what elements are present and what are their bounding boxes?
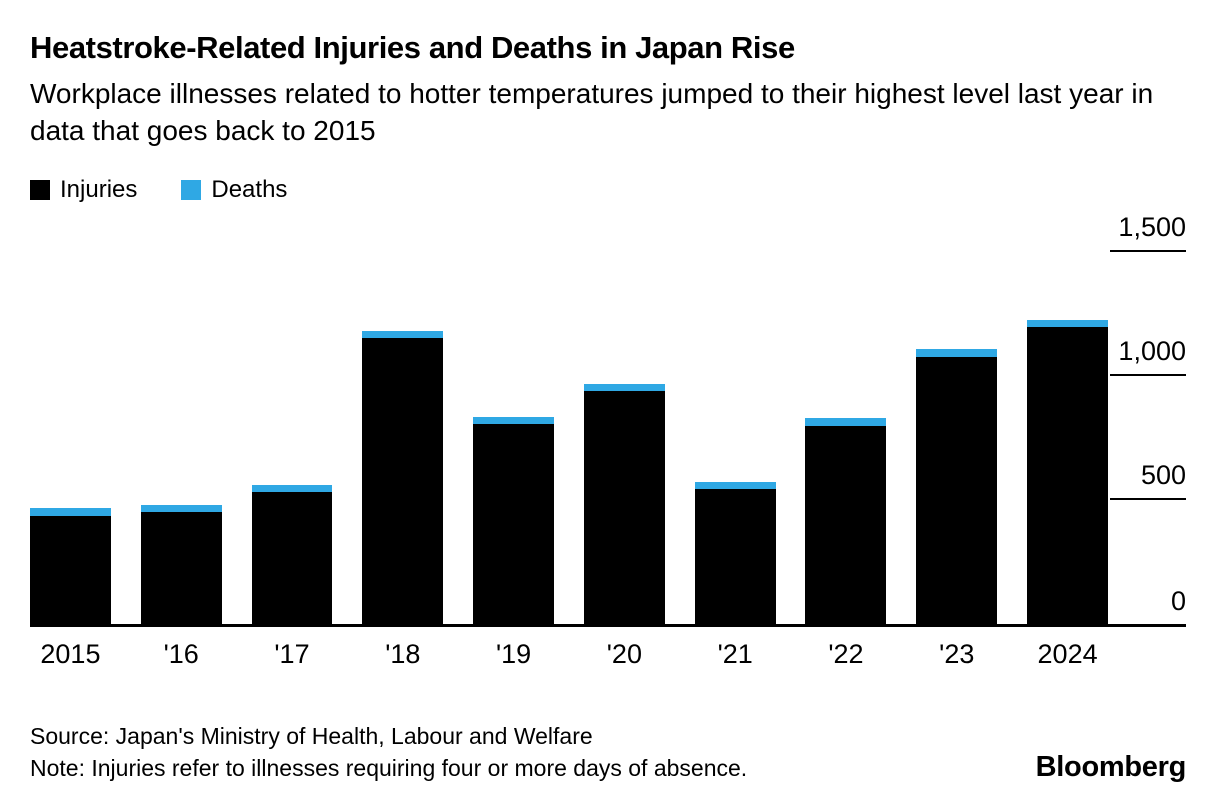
deaths-segment-19 [473, 417, 554, 425]
y-tick-1500: 1,500 [1110, 212, 1186, 252]
deaths-segment-18 [362, 331, 444, 339]
x-tick-label-2015: 2015 [40, 638, 101, 669]
bloomberg-logo: Bloomberg [1035, 751, 1187, 783]
injuries-segment-18 [362, 338, 444, 624]
y-tick-500: 500 [1110, 460, 1186, 500]
x-tick-label-16: '16 [163, 638, 199, 669]
x-tick-label-23: '23 [939, 638, 975, 669]
x-tick-label-18: '18 [385, 638, 421, 669]
y-axis: 0 500 1,000 1,500 [1110, 212, 1186, 624]
legend-item-injuries: Injuries [30, 176, 137, 204]
source-note-block: Source: Japan's Ministry of Health, Labo… [30, 720, 747, 784]
x-tick-label-22: '22 [828, 638, 864, 669]
chart-subtitle: Workplace illnesses related to hotter te… [30, 77, 1154, 146]
injuries-segment-19 [473, 424, 554, 624]
bar-16 [140, 252, 222, 624]
y-tick-label-500: 500 [1140, 459, 1186, 490]
x-tick-label-20: '20 [606, 638, 642, 669]
x-tick-label-21: '21 [717, 638, 753, 669]
injuries-segment-16 [140, 511, 222, 624]
x-axis-line [30, 623, 1186, 627]
deaths-segment-16 [140, 504, 222, 512]
legend-item-deaths: Deaths [181, 176, 287, 204]
x-tick-label-17: '17 [274, 638, 310, 669]
injuries-segment-2015 [30, 515, 111, 624]
deaths-segment-22 [805, 418, 887, 426]
source-text: Source: Japan's Ministry of Health, Labo… [30, 722, 593, 749]
y-tick-label-1000: 1,000 [1118, 335, 1186, 366]
injuries-segment-21 [694, 489, 776, 624]
legend-label: Injuries [60, 175, 138, 203]
legend: Injuries Deaths [30, 176, 1186, 204]
bar-21 [694, 252, 776, 624]
y-tick-label-1500: 1,500 [1118, 211, 1186, 242]
bar-2015 [30, 252, 111, 624]
stacked-bar-chart: 0 500 1,000 1,500 2015 '16 '17 '18 '19 '20 '21 '22… [30, 212, 1186, 675]
deaths-segment-2024 [1027, 319, 1108, 328]
bar-20 [583, 252, 665, 624]
deaths-segment-23 [916, 349, 998, 357]
injuries-segment-17 [251, 492, 333, 624]
legend-swatch-injuries [30, 179, 50, 200]
injuries-segment-22 [805, 425, 887, 624]
injuries-segment-2024 [1027, 327, 1108, 624]
deaths-segment-17 [251, 485, 333, 493]
bar-17 [251, 252, 333, 624]
bar-22 [805, 252, 887, 624]
legend-label: Deaths [211, 175, 288, 203]
y-tick-1000: 1,000 [1110, 336, 1186, 376]
deaths-segment-21 [694, 482, 776, 490]
legend-swatch-deaths [181, 179, 202, 200]
bar-23 [916, 252, 998, 624]
bar-19 [473, 252, 554, 624]
bars-container [30, 252, 1108, 624]
x-tick-label-19: '19 [496, 638, 532, 669]
injuries-segment-20 [583, 391, 665, 624]
plot-area: 0 500 1,000 1,500 [30, 212, 1186, 624]
chart-title: Heatstroke-Related Injuries and Deaths i… [30, 30, 795, 65]
x-tick-label-2024: 2024 [1037, 638, 1098, 669]
y-tick-label-0: 0 [1170, 585, 1186, 616]
footer: Source: Japan's Ministry of Health, Labo… [30, 720, 1186, 784]
deaths-segment-20 [583, 384, 665, 392]
deaths-segment-2015 [30, 508, 111, 516]
bar-18 [362, 252, 444, 624]
note-text: Note: Injuries refer to illnesses requir… [30, 754, 748, 781]
x-axis-labels: 2015 '16 '17 '18 '19 '20 '21 '22 '23 2024 [30, 639, 1108, 675]
injuries-segment-23 [916, 356, 998, 624]
bar-2024 [1027, 252, 1108, 624]
